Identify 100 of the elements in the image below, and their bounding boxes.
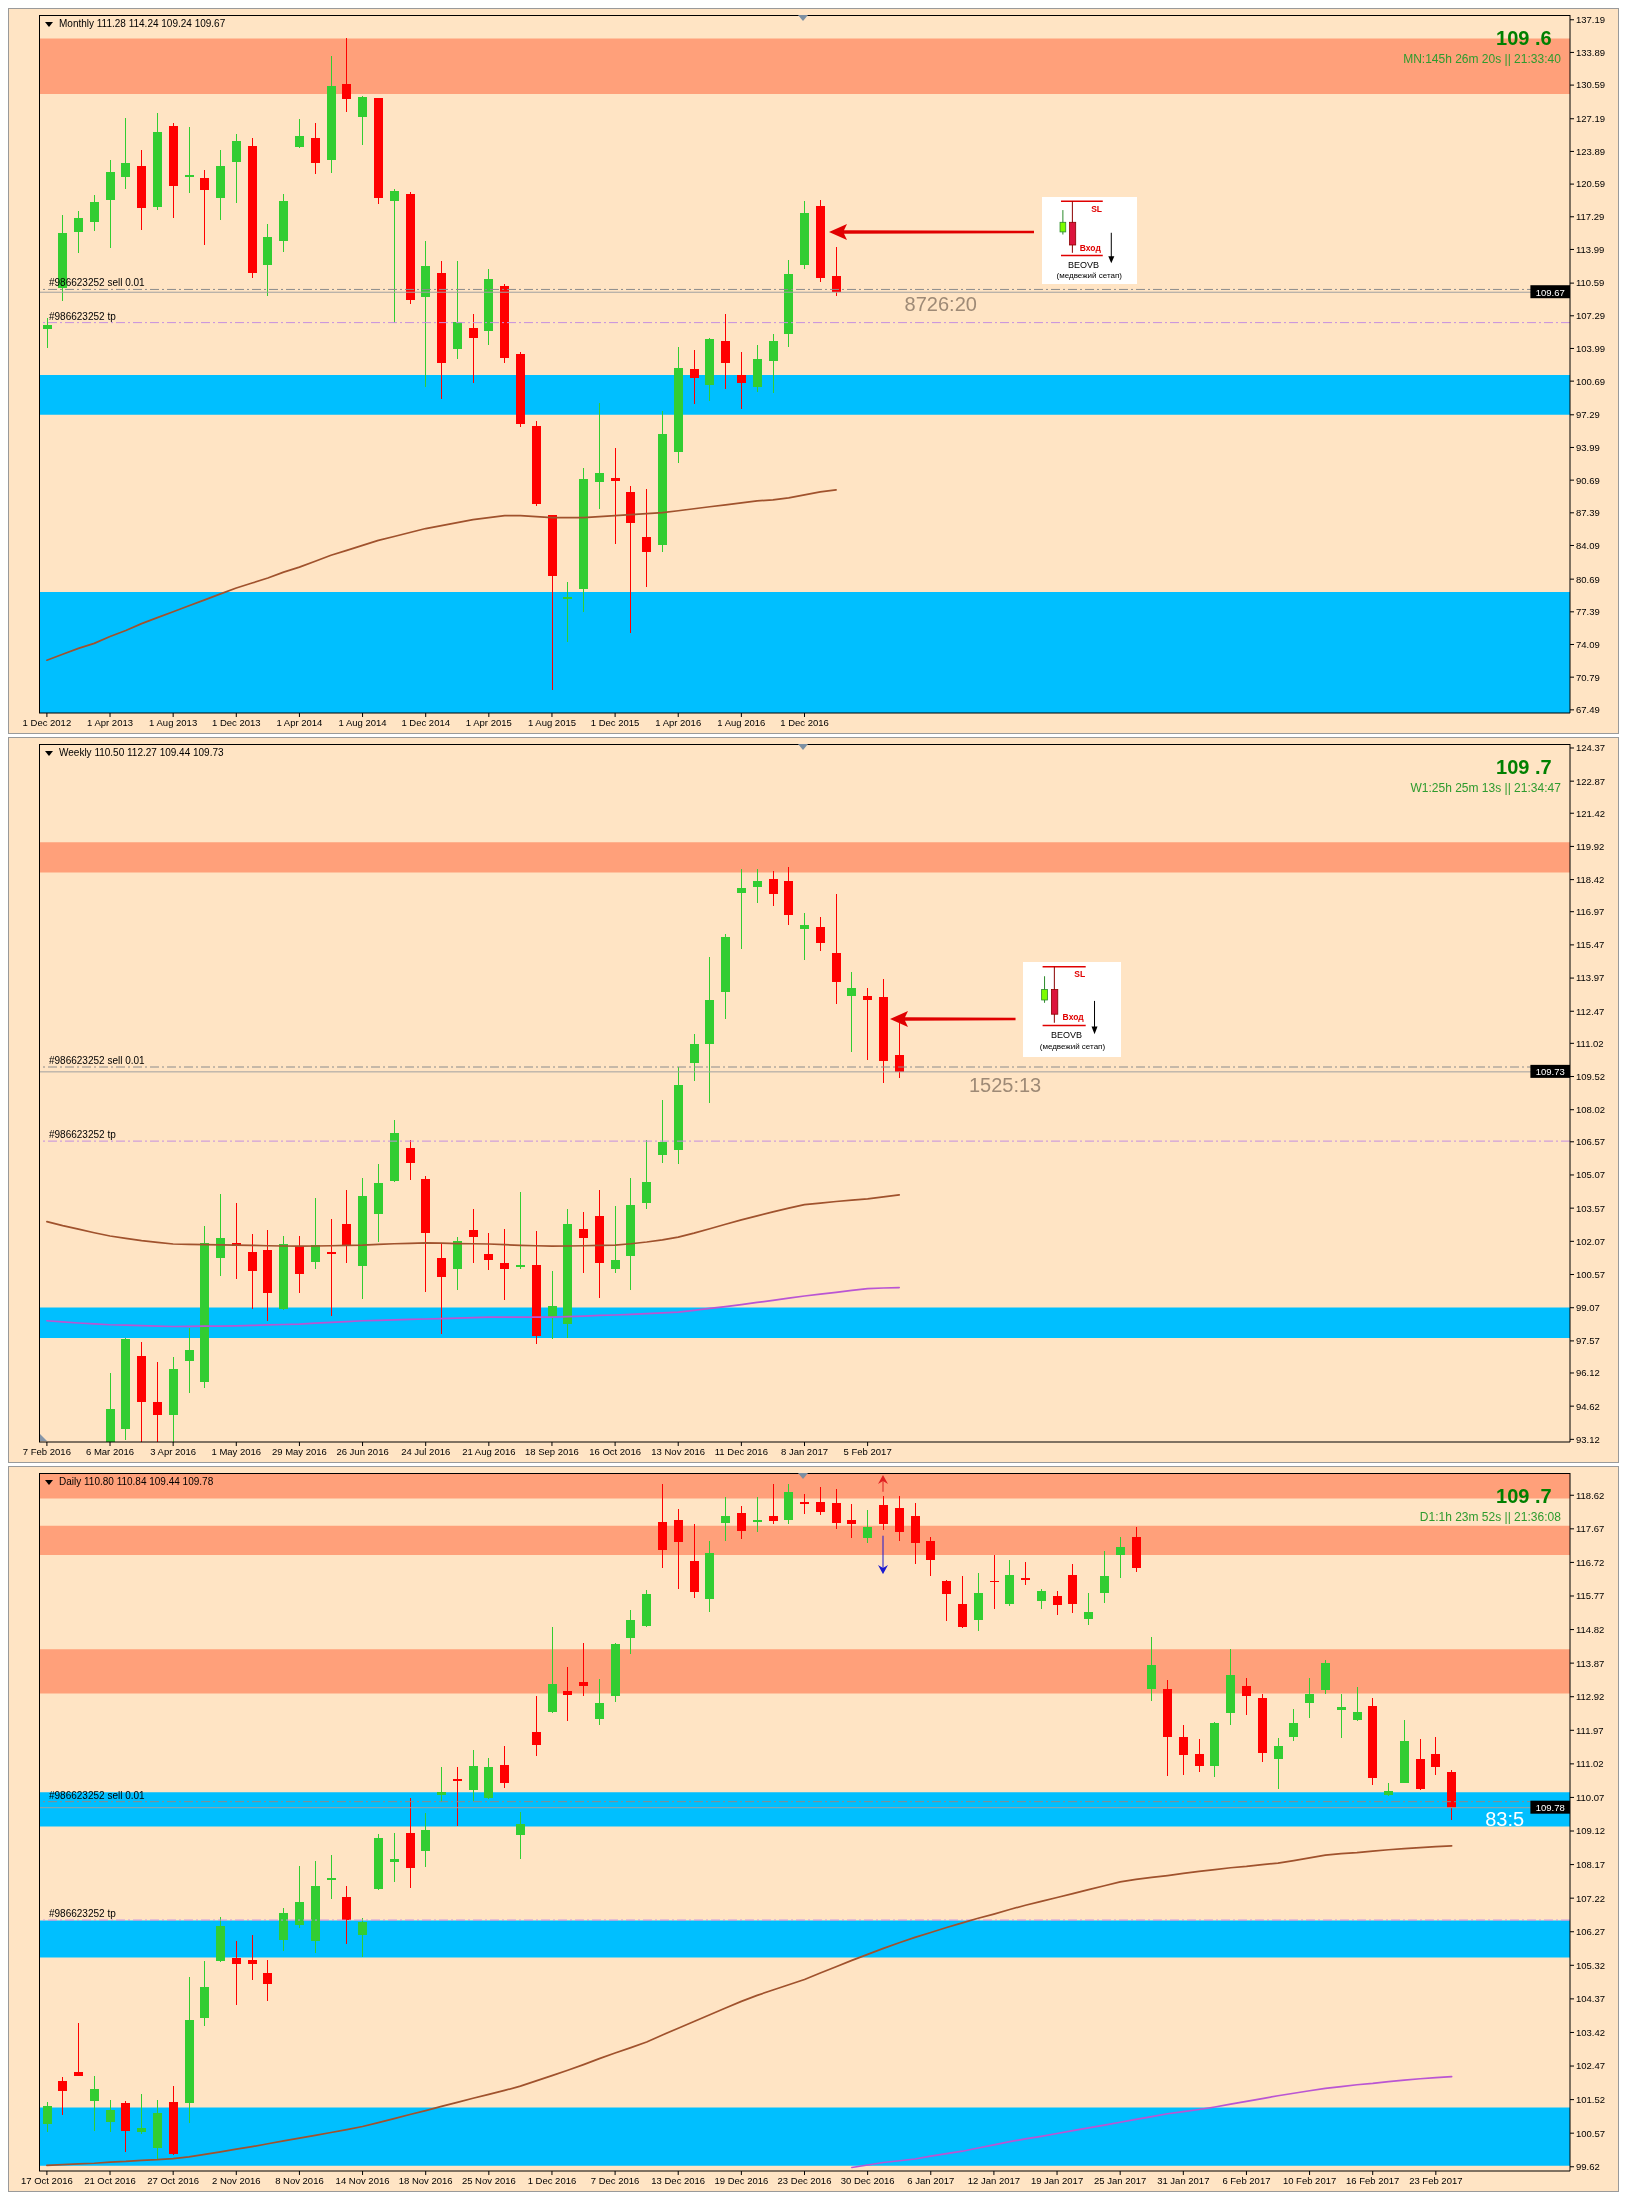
y-tick-label: 113.87 bbox=[1576, 1657, 1605, 1669]
candlestick bbox=[690, 1033, 699, 1082]
text: 1525:13 bbox=[968, 1073, 1042, 1098]
x-tick-label: 5 Feb 2017 bbox=[843, 1445, 892, 1457]
y-tick-label: 111.02 bbox=[1576, 1037, 1604, 1049]
candlestick bbox=[579, 1211, 588, 1274]
candlestick bbox=[216, 1193, 225, 1277]
x-tick-label: 1 Dec 2013 bbox=[212, 716, 261, 728]
candlestick bbox=[926, 1536, 935, 1577]
y-tick-label: 70.79 bbox=[1576, 671, 1600, 683]
y-tick-label: 77.39 bbox=[1576, 606, 1600, 618]
y-tick-label: 103.57 bbox=[1576, 1202, 1606, 1214]
x-tick-label: 30 Dec 2016 bbox=[840, 2174, 895, 2186]
candlestick bbox=[500, 1228, 509, 1301]
y-tick-label: 108.17 bbox=[1576, 1858, 1606, 1870]
candlestick bbox=[1431, 1736, 1440, 1776]
y-tick-label: 116.72 bbox=[1576, 1556, 1605, 1568]
chart-title: Weekly 110.50 112.27 109.44 109.73 bbox=[59, 747, 224, 759]
candlestick bbox=[737, 868, 746, 950]
candlestick bbox=[753, 868, 762, 904]
candlestick bbox=[232, 133, 241, 204]
candlestick bbox=[642, 488, 651, 588]
y-tick-label: 120.59 bbox=[1576, 178, 1606, 190]
candlestick bbox=[879, 1495, 888, 1531]
candlestick bbox=[595, 1678, 604, 1726]
y-tick-label: 97.29 bbox=[1576, 409, 1600, 421]
ref-line-label: #986623252 tp bbox=[49, 310, 117, 322]
candlestick bbox=[690, 349, 699, 405]
candlestick bbox=[58, 2076, 67, 2116]
y-tick-label: 108.02 bbox=[1576, 1104, 1606, 1116]
x-tick-label: 1 Dec 2012 bbox=[22, 716, 72, 728]
x-tick-label: 1 Dec 2016 bbox=[527, 2174, 577, 2186]
y-tick-label: 124.37 bbox=[1576, 742, 1606, 754]
x-tick-label: 16 Oct 2016 bbox=[589, 1445, 641, 1457]
candlestick bbox=[43, 2101, 52, 2133]
candlestick bbox=[737, 351, 746, 410]
ref-line-label: 109.67 bbox=[1535, 286, 1565, 298]
y-tick-label: 121.42 bbox=[1576, 807, 1606, 819]
candlestick bbox=[769, 334, 778, 394]
y-tick-label: 96.12 bbox=[1576, 1367, 1600, 1379]
candlestick bbox=[800, 912, 809, 961]
candlestick bbox=[263, 1959, 272, 2002]
candlestick bbox=[658, 1099, 667, 1164]
ref-line-label: #986623252 sell 0.01 bbox=[49, 1055, 146, 1066]
pattern-card: SL Вход BEOVB (медвежий сетап) bbox=[1041, 197, 1137, 285]
chart-title: Monthly 111.28 114.24 109.24 109.67 bbox=[59, 18, 226, 30]
candlestick bbox=[137, 2093, 146, 2135]
y-tick-label: 100.57 bbox=[1576, 2127, 1606, 2139]
y-tick-label: 117.67 bbox=[1576, 1523, 1605, 1535]
y-tick-label: 118.62 bbox=[1576, 1489, 1605, 1501]
candlestick bbox=[1195, 1738, 1204, 1773]
text: 83:5 bbox=[1485, 1806, 1525, 1831]
candlestick bbox=[863, 1509, 872, 1544]
y-tick-label: 137.19 bbox=[1576, 14, 1606, 26]
x-tick-label: 11 Dec 2016 bbox=[714, 1445, 768, 1457]
ref-line-label: #986623252 tp bbox=[49, 1908, 117, 1920]
y-tick-label: 105.32 bbox=[1576, 1959, 1606, 1971]
candlestick bbox=[563, 581, 572, 643]
x-tick-label: 1 Apr 2013 bbox=[87, 716, 134, 728]
y-tick-label: 74.09 bbox=[1576, 638, 1600, 650]
x-tick-label: 1 Apr 2014 bbox=[276, 716, 323, 728]
x-tick-label: 8 Jan 2017 bbox=[780, 1445, 829, 1457]
y-tick-label: 107.22 bbox=[1576, 1892, 1606, 1904]
candlestick bbox=[185, 126, 194, 194]
y-tick-label: 109.52 bbox=[1576, 1070, 1606, 1082]
x-tick-label: 1 Dec 2014 bbox=[401, 716, 450, 728]
candlestick bbox=[832, 246, 841, 297]
y-tick-label: 103.42 bbox=[1576, 2026, 1606, 2038]
y-tick-label: 115.47 bbox=[1576, 939, 1605, 951]
candlestick bbox=[721, 313, 730, 390]
candlestick bbox=[90, 194, 99, 232]
candlestick bbox=[469, 1208, 478, 1264]
y-tick-label: 90.69 bbox=[1576, 474, 1600, 486]
candlestick bbox=[342, 1885, 351, 1945]
x-tick-label: 18 Sep 2016 bbox=[525, 1445, 579, 1457]
x-tick-label: 25 Nov 2016 bbox=[461, 2174, 516, 2186]
y-tick-label: 106.57 bbox=[1576, 1136, 1606, 1148]
candlestick bbox=[1084, 1592, 1093, 1626]
y-tick-label: 100.57 bbox=[1576, 1268, 1606, 1280]
candlestick bbox=[769, 1483, 778, 1525]
candlestick bbox=[847, 1503, 856, 1539]
y-tick-label: 117.29 bbox=[1576, 211, 1605, 223]
candlestick bbox=[863, 987, 872, 1061]
y-tick-label: 101.52 bbox=[1576, 2093, 1606, 2105]
line-series bbox=[46, 1845, 1453, 2167]
y-tick-label: 99.07 bbox=[1576, 1302, 1600, 1314]
y-tick-label: 122.87 bbox=[1576, 775, 1606, 787]
y-tick-label: 109.12 bbox=[1576, 1825, 1606, 1837]
y-tick-label: 112.92 bbox=[1576, 1691, 1605, 1703]
y-tick-label: 127.19 bbox=[1576, 113, 1606, 125]
text: W1:25h 25m 13s || 21:34:47 bbox=[1410, 780, 1561, 795]
x-tick-label: 6 Feb 2017 bbox=[1222, 2174, 1271, 2186]
x-tick-label: 1 Apr 2015 bbox=[465, 716, 512, 728]
y-tick-label: 111.02 bbox=[1576, 1758, 1604, 1770]
x-tick-label: 10 Feb 2017 bbox=[1282, 2174, 1337, 2186]
line-series bbox=[46, 1286, 901, 1328]
candlestick bbox=[248, 1233, 257, 1310]
candlestick bbox=[358, 95, 367, 146]
y-tick-label: 114.82 bbox=[1576, 1623, 1605, 1635]
candlestick bbox=[406, 1139, 415, 1181]
